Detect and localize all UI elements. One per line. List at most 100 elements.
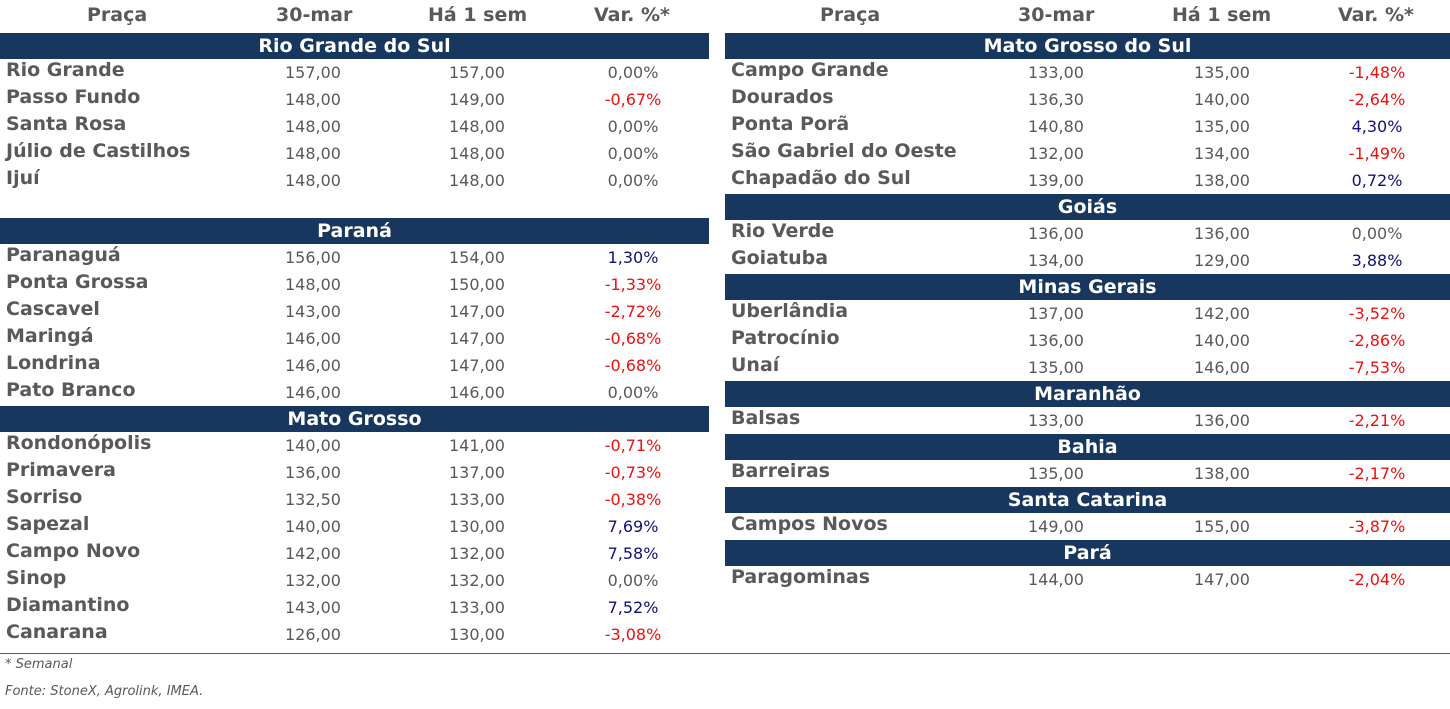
table-row: Chapadão do Sul 139,00 138,00 0,72% (725, 167, 1450, 194)
table-row: Campos Novos 149,00 155,00 -3,87% (725, 513, 1450, 540)
variation-percent: -2,86% (1348, 331, 1406, 350)
table-row: Paranaguá 156,00 154,00 1,30% (0, 244, 709, 271)
table-row: Campo Grande 133,00 135,00 -1,48% (725, 59, 1450, 86)
right-header-row: Praça 30-mar Há 1 sem Var. %* (725, 0, 1450, 33)
price-prev-week: 147,00 (1194, 570, 1250, 589)
location-name: Paranaguá (6, 244, 121, 266)
table-row: Rio Grande 157,00 157,00 0,00% (0, 59, 709, 86)
location-name: Londrina (6, 352, 101, 374)
price-current: 146,00 (285, 329, 341, 348)
price-prev-week: 137,00 (449, 463, 505, 482)
price-prev-week: 130,00 (449, 517, 505, 536)
footnote-weekly: * Semanal (5, 657, 73, 672)
price-current: 146,00 (285, 356, 341, 375)
location-name: Balsas (731, 407, 801, 429)
price-current: 132,50 (285, 490, 341, 509)
table-row: Campo Novo 142,00 132,00 7,58% (0, 540, 709, 567)
table-row: Diamantino 143,00 133,00 7,52% (0, 594, 709, 621)
location-name: Sorriso (6, 486, 83, 508)
table-row: Balsas 133,00 136,00 -2,21% (725, 407, 1450, 434)
table-row: São Gabriel do Oeste 132,00 134,00 -1,49% (725, 140, 1450, 167)
header-praca: Praça (87, 4, 148, 26)
table-row: Santa Rosa 148,00 148,00 0,00% (0, 113, 709, 140)
variation-percent: 7,58% (607, 544, 659, 563)
location-name: Rio Grande (6, 59, 125, 81)
price-current: 136,00 (285, 463, 341, 482)
variation-percent: 7,52% (607, 598, 659, 617)
location-name: Barreiras (731, 460, 830, 482)
region-header: Maranhão (725, 381, 1450, 407)
price-current: 140,00 (285, 436, 341, 455)
right-table: Praça 30-mar Há 1 sem Var. %* Mato Gross… (725, 0, 1450, 593)
price-prev-week: 136,00 (1194, 411, 1250, 430)
location-name: Campo Novo (6, 540, 141, 562)
table-row: Rondonópolis 140,00 141,00 -0,71% (0, 432, 709, 459)
variation-percent: -2,21% (1348, 411, 1406, 430)
price-prev-week: 138,00 (1194, 464, 1250, 483)
table-row: Maringá 146,00 147,00 -0,68% (0, 325, 709, 352)
price-current: 143,00 (285, 302, 341, 321)
price-current: 156,00 (285, 248, 341, 267)
variation-percent: 0,00% (607, 117, 659, 136)
variation-percent: 0,00% (607, 144, 659, 163)
price-current: 134,00 (1028, 251, 1084, 270)
price-prev-week: 147,00 (449, 329, 505, 348)
variation-percent: -1,49% (1348, 144, 1406, 163)
price-prev-week: 132,00 (449, 571, 505, 590)
location-name: Goiatuba (731, 247, 829, 269)
table-row: Júlio de Castilhos 148,00 148,00 0,00% (0, 140, 709, 167)
variation-percent: 7,69% (607, 517, 659, 536)
variation-percent: 0,00% (607, 63, 659, 82)
price-prev-week: 146,00 (449, 383, 505, 402)
location-name: Patrocínio (731, 327, 840, 349)
price-prev-week: 148,00 (449, 144, 505, 163)
price-prev-week: 148,00 (449, 171, 505, 190)
region-header: Bahia (725, 434, 1450, 460)
header-var: Var. %* (1338, 4, 1414, 26)
header-var: Var. %* (594, 4, 670, 26)
header-week: Há 1 sem (1172, 4, 1272, 26)
variation-percent: -0,68% (604, 329, 662, 348)
location-name: Maringá (6, 325, 94, 347)
table-row: Pato Branco 146,00 146,00 0,00% (0, 379, 709, 406)
price-current: 148,00 (285, 90, 341, 109)
section-spacer (0, 194, 709, 218)
price-prev-week: 129,00 (1194, 251, 1250, 270)
region-header: Mato Grosso (0, 406, 709, 432)
variation-percent: 0,72% (1351, 171, 1403, 190)
table-row: Patrocínio 136,00 140,00 -2,86% (725, 327, 1450, 354)
price-prev-week: 146,00 (1194, 358, 1250, 377)
location-name: Diamantino (6, 594, 130, 616)
price-prev-week: 133,00 (449, 490, 505, 509)
variation-percent: -3,52% (1348, 304, 1406, 323)
region-header: Rio Grande do Sul (0, 33, 709, 59)
region-header: Santa Catarina (725, 487, 1450, 513)
variation-percent: 0,00% (607, 171, 659, 190)
variation-percent: -2,04% (1348, 570, 1406, 589)
source-note: Fonte: StoneX, Agrolink, IMEA. (5, 684, 204, 699)
variation-percent: -0,67% (604, 90, 662, 109)
price-prev-week: 133,00 (449, 598, 505, 617)
price-current: 139,00 (1028, 171, 1084, 190)
variation-percent: -0,71% (604, 436, 662, 455)
price-current: 144,00 (1028, 570, 1084, 589)
region-header: Pará (725, 540, 1450, 566)
location-name: Paragominas (731, 566, 871, 588)
variation-percent: 0,00% (607, 571, 659, 590)
price-current: 136,30 (1028, 90, 1084, 109)
price-current: 132,00 (1028, 144, 1084, 163)
price-prev-week: 147,00 (449, 356, 505, 375)
price-current: 148,00 (285, 275, 341, 294)
variation-percent: -0,38% (604, 490, 662, 509)
left-table: Praça 30-mar Há 1 sem Var. %* Rio Grande… (0, 0, 709, 648)
table-row: Ponta Grossa 148,00 150,00 -1,33% (0, 271, 709, 298)
location-name: Primavera (6, 459, 116, 481)
price-prev-week: 135,00 (1194, 63, 1250, 82)
price-current: 143,00 (285, 598, 341, 617)
table-row: Cascavel 143,00 147,00 -2,72% (0, 298, 709, 325)
price-prev-week: 134,00 (1194, 144, 1250, 163)
price-prev-week: 149,00 (449, 90, 505, 109)
table-row: Passo Fundo 148,00 149,00 -0,67% (0, 86, 709, 113)
price-prev-week: 135,00 (1194, 117, 1250, 136)
price-current: 126,00 (285, 625, 341, 644)
